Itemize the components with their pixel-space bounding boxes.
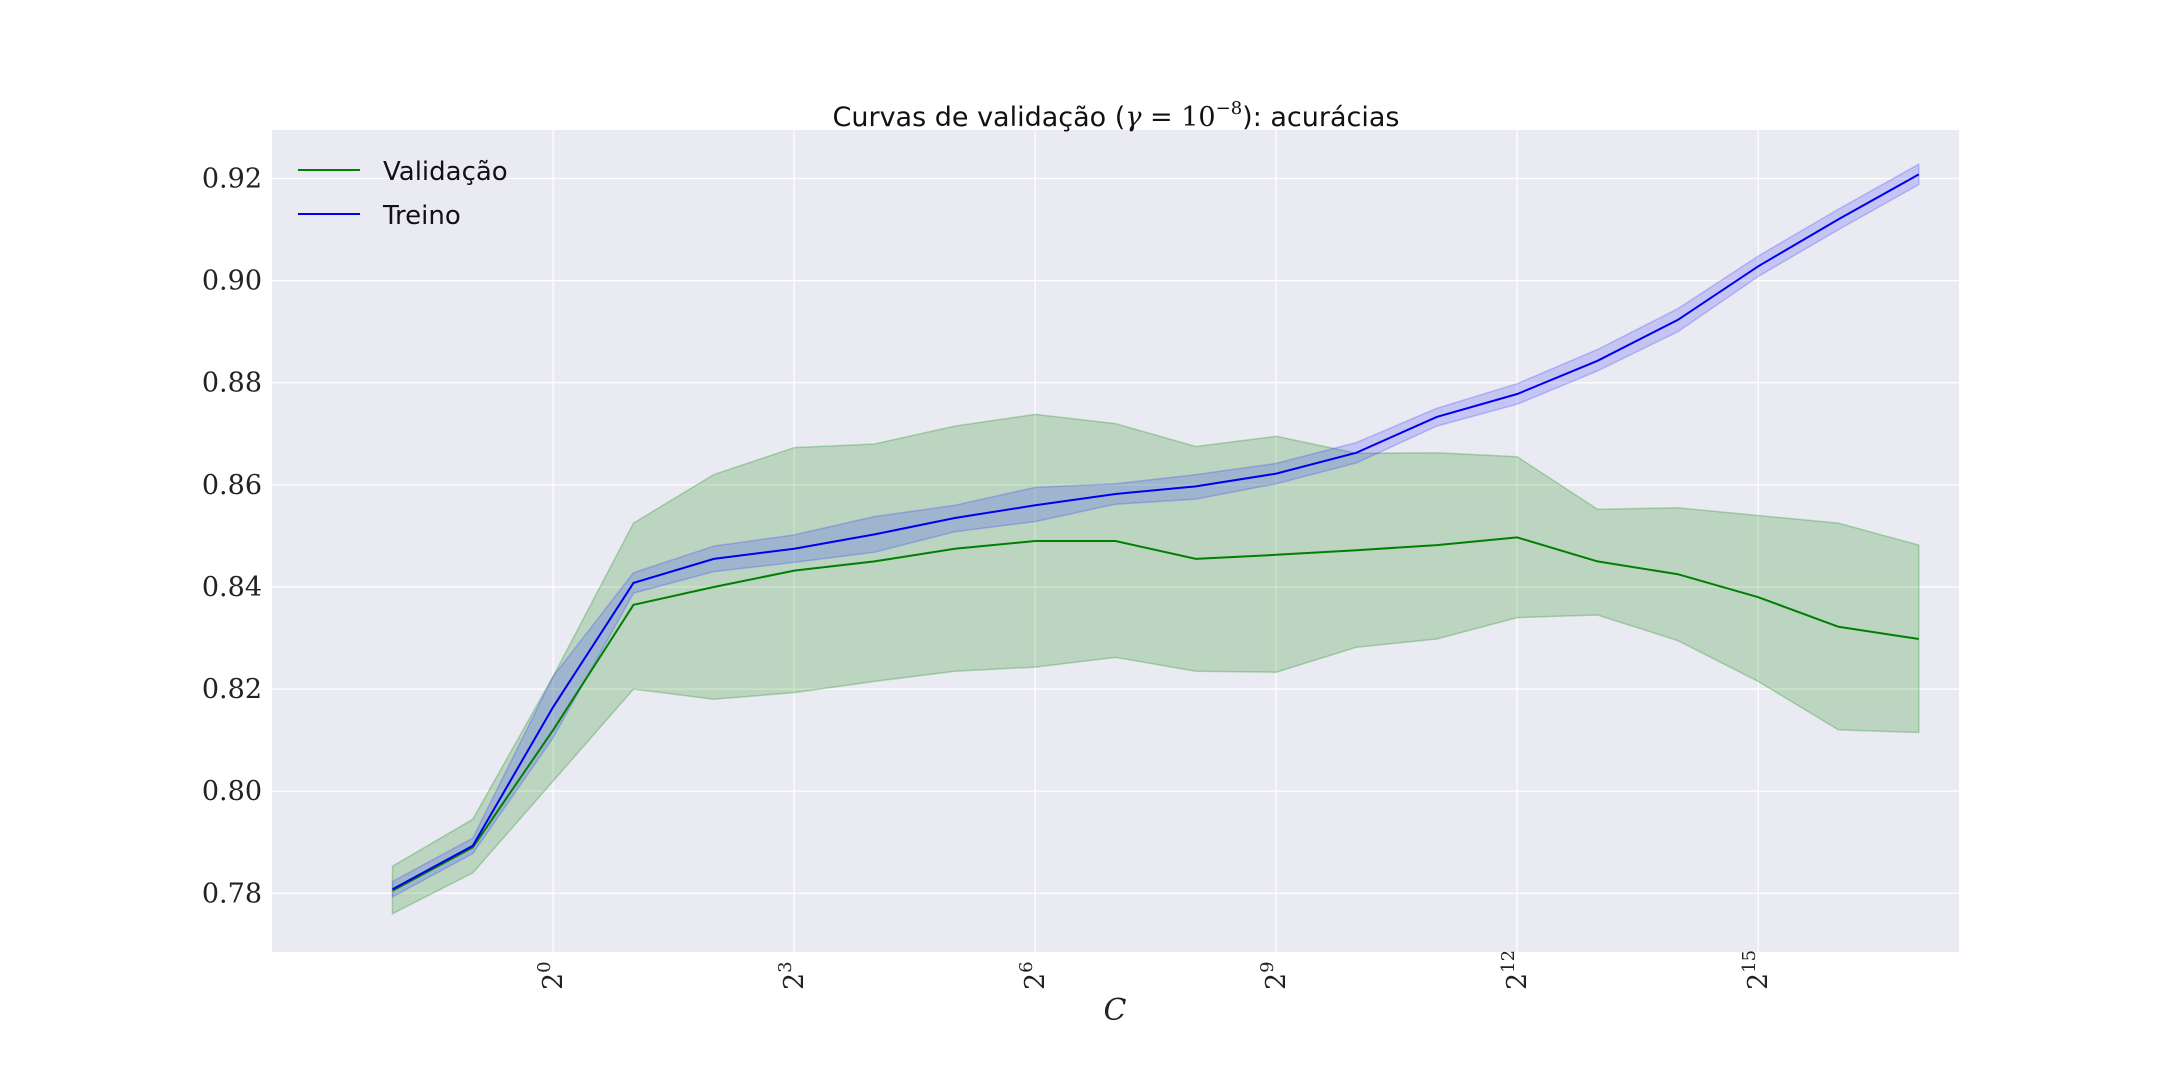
confidence-bands (391, 162, 1920, 915)
legend-label-treino: Treino (382, 201, 461, 231)
band-validacao (391, 413, 1920, 915)
chart-title: Curvas de validação (γ = 10−8): acurácia… (833, 98, 1400, 133)
x-tick-label: 20 (534, 961, 569, 990)
y-tick-label: 0.80 (202, 776, 262, 807)
title-math-exponent: −8 (1216, 98, 1243, 119)
svg-text:26: 26 (1016, 961, 1051, 990)
x-tick-label: 23 (775, 961, 810, 990)
title-math-symbol: γ (1125, 102, 1142, 133)
svg-text:215: 215 (1739, 950, 1774, 990)
x-tick-label: 212 (1498, 950, 1533, 990)
svg-text:20: 20 (534, 961, 569, 990)
y-tick-label: 0.90 (202, 266, 262, 297)
series-lines (392, 173, 1920, 892)
x-tick-label: 29 (1257, 961, 1292, 990)
legend: Validação Treino (298, 157, 508, 231)
x-tick-labels: 20 23 26 29 212 215 (534, 950, 1774, 990)
svg-text:23: 23 (775, 961, 810, 990)
line-treino (392, 173, 1920, 891)
title-suffix: ): acurácias (1242, 102, 1399, 133)
y-tick-label: 0.92 (202, 164, 262, 195)
band-treino (391, 162, 1920, 899)
svg-text:29: 29 (1257, 961, 1292, 990)
y-tick-label: 0.88 (202, 368, 262, 399)
title-prefix: Curvas de validação ( (833, 102, 1126, 133)
y-tick-label: 0.84 (202, 572, 262, 603)
x-tick-label: 26 (1016, 961, 1051, 990)
title-math-rest: = 10 (1141, 102, 1215, 133)
y-tick-label: 0.78 (202, 878, 262, 909)
y-tick-label: 0.86 (202, 470, 262, 501)
x-tick-label: 215 (1739, 950, 1774, 990)
line-validacao (392, 536, 1919, 892)
legend-label-validacao: Validação (383, 157, 508, 187)
y-tick-labels: 0.78 0.80 0.82 0.84 0.86 0.88 0.90 0.92 (202, 164, 262, 910)
y-tick-label: 0.82 (202, 674, 262, 705)
x-axis-label: C (1104, 993, 1127, 1028)
svg-text:212: 212 (1498, 950, 1533, 990)
